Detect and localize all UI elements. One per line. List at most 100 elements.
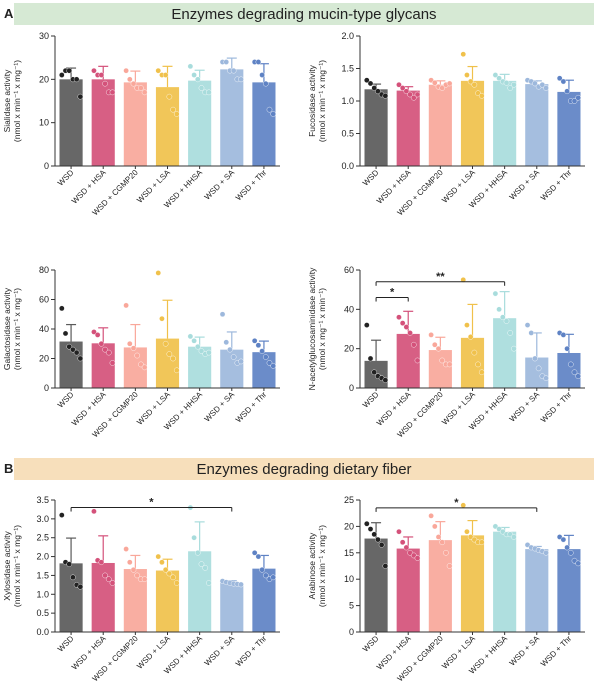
y-tick-label: 10 [344, 574, 354, 584]
x-tick-label: WSD + Thr [234, 168, 269, 203]
data-point [435, 345, 442, 352]
y-tick-label: 1.0 [36, 589, 49, 599]
y-tick-label: 0.5 [36, 608, 49, 618]
y-tick-label: 0 [44, 383, 49, 393]
data-point [382, 563, 389, 569]
bar [428, 350, 452, 388]
data-point [467, 78, 474, 85]
data-point [403, 544, 410, 551]
bar [525, 84, 549, 166]
data-point [155, 270, 162, 276]
x-tick-label: WSD [56, 634, 76, 654]
data-point [270, 111, 276, 117]
data-point [77, 583, 84, 590]
y-tick-label: 5 [349, 601, 354, 611]
data-point [539, 81, 546, 88]
y-tick-label: 3.5 [36, 495, 49, 505]
x-tick-label: WSD + Thr [234, 634, 269, 669]
data-point [191, 72, 197, 78]
data-point [251, 338, 258, 344]
data-point [499, 314, 506, 320]
data-point [446, 361, 453, 368]
xylosidase-chart: Xylosidase activity (nmol x min⁻¹ x mg⁻¹)… [2, 495, 280, 683]
x-tick-label: WSD [361, 390, 381, 410]
data-point [492, 72, 499, 78]
y-tick-label: 0.0 [341, 161, 354, 171]
y-axis-label: Arabinose activity [307, 532, 317, 599]
bar [123, 569, 147, 632]
bar [493, 531, 517, 632]
data-point [162, 566, 169, 573]
x-tick-label: WSD + Thr [234, 390, 269, 425]
x-tick-label: WSD + Thr [539, 168, 574, 203]
data-point [70, 346, 76, 353]
data-point [414, 555, 421, 561]
x-tick-label: WSD [361, 634, 381, 654]
data-point [535, 365, 542, 372]
significance-marker: * [149, 497, 154, 509]
data-point [511, 534, 517, 540]
data-point [378, 542, 385, 548]
data-point [575, 94, 581, 101]
data-point [259, 348, 265, 354]
data-point [127, 340, 133, 347]
data-point [238, 358, 244, 365]
y-tick-label: 2.5 [36, 533, 49, 543]
data-point [507, 330, 513, 336]
x-tick-label: WSD + SA [508, 634, 542, 668]
bar [364, 89, 388, 166]
bar [557, 352, 581, 388]
data-point [155, 67, 162, 74]
bar [557, 91, 581, 166]
data-point [59, 72, 65, 78]
data-point [511, 345, 517, 352]
data-point [367, 80, 374, 87]
x-tick-label: WSD + SA [203, 168, 237, 202]
bar [460, 337, 485, 388]
data-point [478, 539, 485, 546]
data-point [428, 513, 434, 519]
data-point [528, 330, 535, 336]
data-point [141, 576, 148, 582]
data-point [70, 574, 76, 581]
data-point [543, 550, 549, 556]
bar [155, 570, 180, 632]
bar [493, 318, 517, 388]
y-axis-label: (nmol x min⁻¹ x mg⁻¹) [317, 525, 327, 607]
data-point [223, 59, 230, 65]
y-tick-label: 20 [39, 74, 49, 84]
data-point [194, 76, 201, 83]
panel-b-title: Enzymes degrading dietary fiber [196, 460, 412, 478]
data-point [266, 106, 273, 113]
data-point [130, 345, 137, 351]
data-point [194, 343, 201, 350]
data-point [543, 85, 549, 91]
data-point [575, 373, 581, 379]
data-point [109, 360, 116, 366]
data-point [77, 93, 84, 100]
data-point [382, 93, 389, 99]
data-point [564, 544, 570, 551]
data-point [109, 89, 116, 96]
y-axis-label: (nmol x min⁻¹ x mg⁻¹) [317, 60, 327, 142]
data-point [428, 332, 434, 338]
data-point [507, 85, 513, 91]
data-point [173, 367, 180, 374]
data-point [496, 75, 502, 82]
data-point [371, 85, 378, 91]
data-point [105, 576, 112, 582]
data-point [198, 348, 205, 354]
data-point [496, 306, 502, 313]
data-point [255, 553, 262, 560]
data-point [98, 72, 105, 78]
data-point [560, 332, 567, 338]
data-point [410, 341, 417, 348]
y-axis-label: (nmol x min⁻¹ x mg⁻¹) [12, 288, 22, 370]
data-point [446, 80, 453, 87]
data-point [478, 369, 485, 376]
panel-a-label: A [4, 6, 14, 21]
y-tick-label: 40 [344, 304, 354, 314]
data-point [138, 85, 144, 91]
data-point [206, 349, 212, 356]
bar [123, 82, 147, 166]
